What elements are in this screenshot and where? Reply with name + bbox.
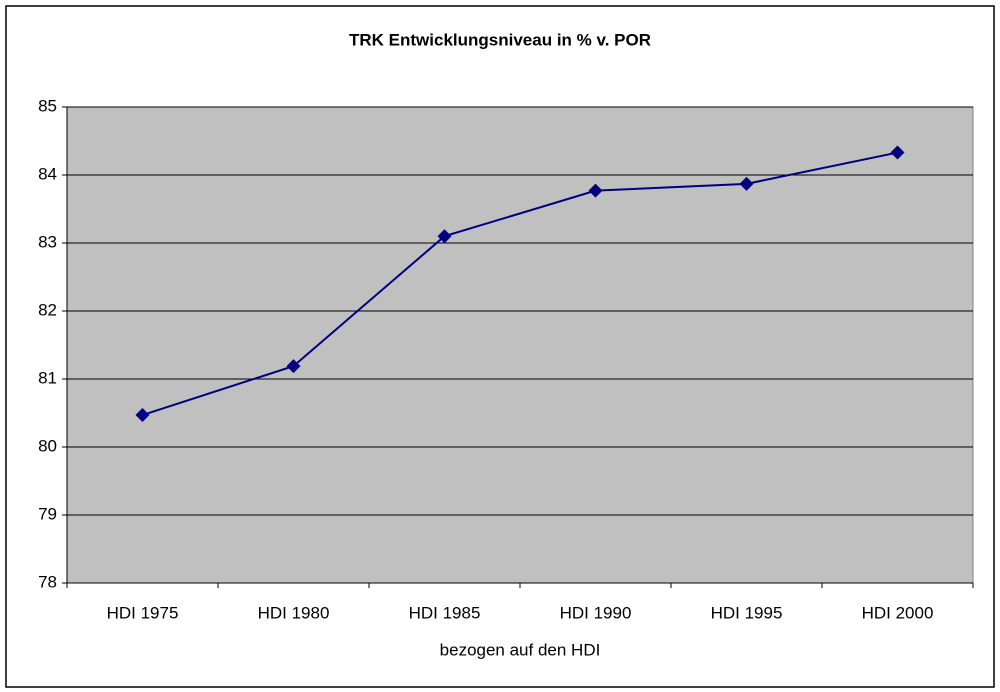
y-tick-label: 83 (38, 232, 57, 251)
marker (588, 183, 603, 198)
y-tick-label: 80 (38, 436, 57, 455)
y-tick-label: 78 (38, 572, 57, 591)
marker (437, 229, 452, 244)
x-tick-label: HDI 1980 (258, 603, 330, 622)
y-tick-label: 81 (38, 368, 57, 387)
x-tick-label: HDI 1990 (560, 603, 632, 622)
marker (739, 176, 754, 191)
y-tick-label: 84 (38, 164, 57, 183)
x-axis-label: bezogen auf den HDI (440, 640, 601, 659)
x-tick-label: HDI 1975 (107, 603, 179, 622)
y-tick-label: 85 (38, 96, 57, 115)
y-tick-label: 79 (38, 504, 57, 523)
y-tick-label: 82 (38, 300, 57, 319)
line (142, 151, 898, 416)
x-tick-label: HDI 1995 (711, 603, 783, 622)
x-tick-label: HDI 1985 (409, 603, 481, 622)
marker (890, 145, 905, 160)
marker (135, 408, 150, 423)
x-tick-label: HDI 2000 (862, 603, 934, 622)
chart-title: TRK Entwicklungsniveau in % v. POR (349, 30, 651, 49)
marker (286, 359, 301, 374)
plot-area (66, 106, 974, 584)
